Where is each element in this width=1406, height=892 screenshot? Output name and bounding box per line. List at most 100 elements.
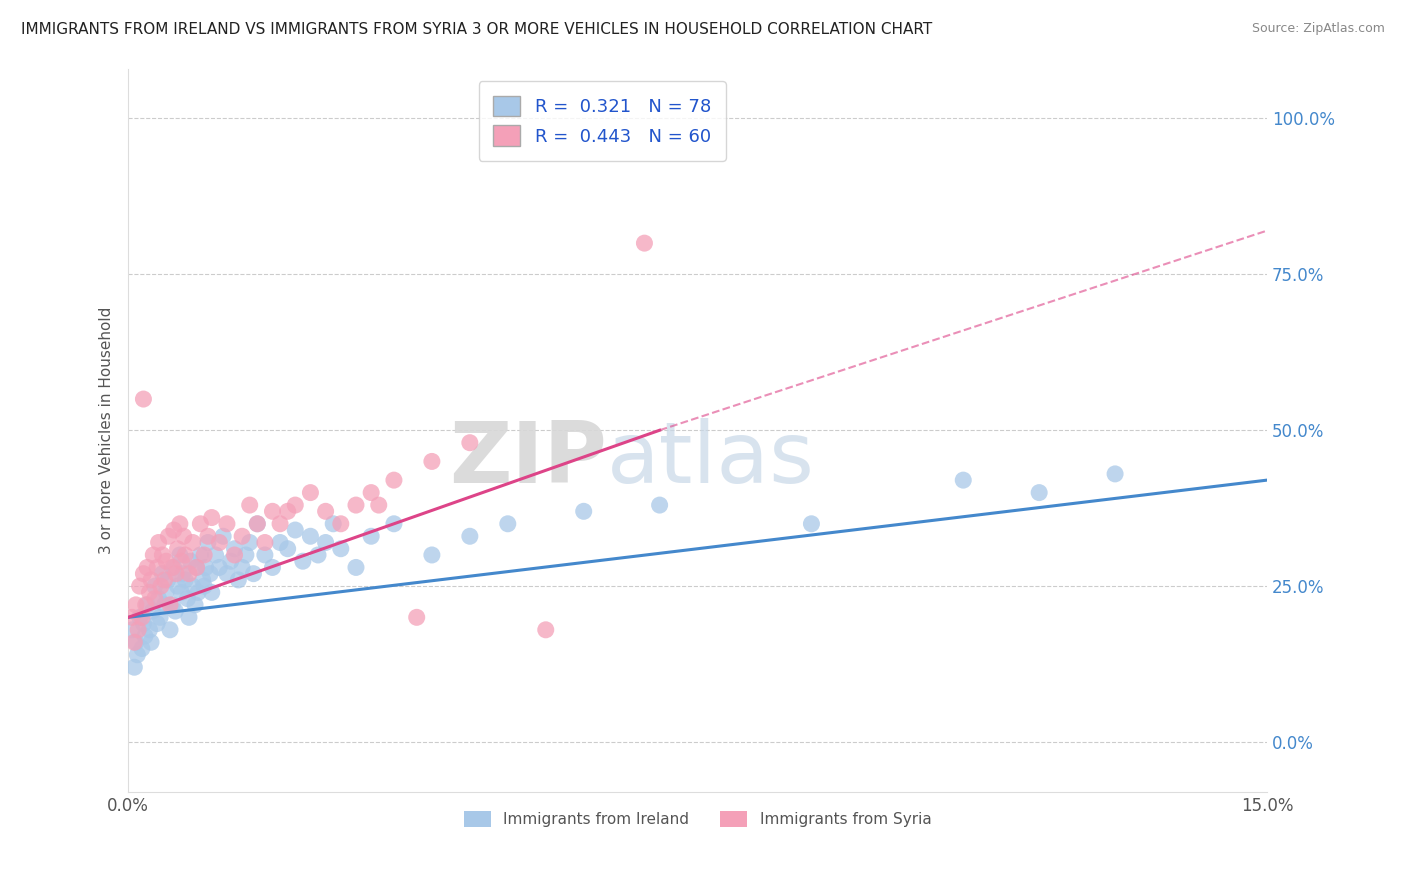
Point — [360, 529, 382, 543]
Point — [194, 560, 217, 574]
Point — [208, 560, 231, 574]
Point — [174, 548, 197, 562]
Point — [800, 516, 823, 531]
Point — [159, 623, 181, 637]
Point — [187, 585, 209, 599]
Point — [186, 560, 208, 574]
Text: Source: ZipAtlas.com: Source: ZipAtlas.com — [1251, 22, 1385, 36]
Point — [136, 560, 159, 574]
Point — [299, 529, 322, 543]
Point — [170, 585, 193, 599]
Point — [191, 573, 214, 587]
Point — [134, 629, 156, 643]
Point — [1028, 485, 1050, 500]
Point — [284, 523, 307, 537]
Point — [184, 598, 207, 612]
Point — [155, 585, 177, 599]
Point — [633, 236, 655, 251]
Point — [952, 473, 974, 487]
Point — [138, 623, 160, 637]
Point — [315, 504, 337, 518]
Point — [156, 573, 179, 587]
Point — [344, 560, 367, 574]
Text: ZIP: ZIP — [449, 417, 606, 500]
Point — [155, 554, 177, 568]
Point — [329, 541, 352, 556]
Point — [152, 566, 174, 581]
Point — [163, 560, 186, 574]
Point — [253, 535, 276, 549]
Point — [172, 566, 194, 581]
Point — [125, 635, 148, 649]
Point — [246, 516, 269, 531]
Point — [139, 635, 162, 649]
Point — [239, 498, 262, 512]
Point — [200, 566, 222, 581]
Point — [165, 604, 187, 618]
Point — [146, 560, 169, 574]
Point — [186, 560, 208, 574]
Point — [382, 516, 405, 531]
Point — [128, 610, 150, 624]
Point — [173, 529, 195, 543]
Point — [215, 566, 238, 581]
Point — [307, 548, 329, 562]
Point — [162, 560, 184, 574]
Point — [142, 548, 165, 562]
Point — [246, 516, 269, 531]
Point — [458, 435, 481, 450]
Point — [174, 573, 197, 587]
Point — [224, 541, 246, 556]
Point — [149, 610, 172, 624]
Point — [132, 566, 155, 581]
Point — [148, 591, 170, 606]
Point — [344, 498, 367, 512]
Point — [181, 535, 204, 549]
Point — [193, 579, 215, 593]
Point — [219, 554, 242, 568]
Point — [496, 516, 519, 531]
Point — [157, 529, 180, 543]
Point — [165, 566, 187, 581]
Point — [269, 535, 291, 549]
Point — [181, 579, 204, 593]
Point — [127, 648, 149, 662]
Point — [166, 579, 188, 593]
Point — [149, 579, 172, 593]
Point — [360, 485, 382, 500]
Point — [572, 504, 595, 518]
Point — [153, 573, 176, 587]
Point — [1104, 467, 1126, 481]
Point — [190, 548, 212, 562]
Point — [162, 598, 184, 612]
Point — [201, 510, 224, 524]
Point — [127, 623, 149, 637]
Point — [148, 535, 170, 549]
Point — [132, 616, 155, 631]
Point — [121, 623, 143, 637]
Point — [239, 535, 262, 549]
Point — [177, 610, 200, 624]
Point — [121, 610, 143, 624]
Point — [143, 579, 166, 593]
Point — [242, 566, 264, 581]
Point — [153, 598, 176, 612]
Point — [146, 616, 169, 631]
Point — [329, 516, 352, 531]
Point — [193, 548, 215, 562]
Point — [231, 529, 253, 543]
Point — [367, 498, 389, 512]
Point — [170, 554, 193, 568]
Point — [132, 392, 155, 406]
Point — [204, 548, 226, 562]
Point — [141, 604, 163, 618]
Point — [420, 548, 443, 562]
Point — [131, 610, 153, 624]
Point — [197, 529, 219, 543]
Point — [277, 541, 299, 556]
Point — [135, 598, 157, 612]
Point — [262, 560, 284, 574]
Point — [177, 566, 200, 581]
Point — [139, 573, 162, 587]
Point — [138, 585, 160, 599]
